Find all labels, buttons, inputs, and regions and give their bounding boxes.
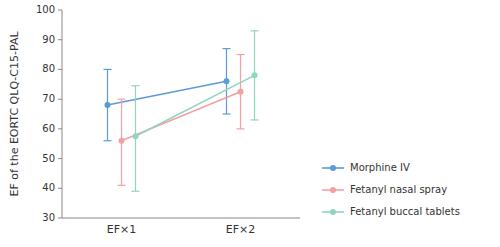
series-line (136, 75, 255, 136)
data-point (133, 133, 139, 139)
chart-container: 30 40 50 60 70 80 90 100 EF×1 EF×2 EF of the EORTC… (0, 0, 500, 247)
y-axis-label: EF of the EORTC QLQ-C15-PAL (8, 31, 21, 197)
series (118, 55, 245, 186)
legend-swatch-marker (330, 187, 336, 193)
y-tick (58, 99, 62, 100)
x-tick-label: EF×1 (107, 223, 137, 236)
plot-marks (104, 31, 259, 191)
data-point (119, 138, 125, 144)
data-point (252, 72, 258, 78)
series (104, 49, 231, 141)
error-bar-cap (237, 54, 245, 55)
y-tick (58, 158, 62, 159)
y-tick-label: 90 (42, 34, 55, 45)
error-bar-cap (104, 69, 112, 70)
series-line (108, 81, 227, 105)
legend-item: Morphine IV (322, 162, 410, 173)
error-bar-cap (132, 191, 140, 192)
data-point (105, 102, 111, 108)
error-bar (118, 99, 126, 185)
legend-label: Morphine IV (350, 162, 410, 173)
error-bar (251, 31, 259, 120)
legend-swatch-marker (330, 165, 336, 171)
y-tick-label: 60 (42, 123, 55, 134)
legend-item: Fetanyl buccal tablets (322, 206, 460, 217)
axes: 30 40 50 60 70 80 90 100 EF×1 EF×2 (36, 4, 300, 236)
error-bar-cap (237, 128, 245, 129)
error-bar-cap (223, 113, 231, 114)
chart-svg: 30 40 50 60 70 80 90 100 EF×1 EF×2 EF of the EORTC… (0, 0, 500, 247)
error-bar-cap (118, 99, 126, 100)
y-axis-line (62, 10, 63, 218)
error-bar-cap (251, 30, 259, 31)
y-tick-label: 70 (42, 93, 55, 104)
error-bar-cap (118, 185, 126, 186)
y-tick-label: 30 (42, 212, 55, 223)
legend-item: Fetanyl nasal spray (322, 184, 447, 195)
y-tick (58, 10, 62, 11)
series-line (122, 92, 241, 141)
legend-label: Fetanyl buccal tablets (350, 206, 460, 217)
error-bar (223, 49, 231, 114)
y-tick (58, 39, 62, 40)
y-tick (58, 218, 62, 219)
data-point (224, 78, 230, 84)
error-bar-cap (223, 48, 231, 49)
data-point (238, 89, 244, 95)
error-bar (104, 69, 112, 140)
y-tick-label: 80 (42, 63, 55, 74)
y-tick (58, 188, 62, 189)
legend-label: Fetanyl nasal spray (350, 184, 447, 195)
y-tick (58, 128, 62, 129)
legend-swatch-marker (330, 209, 336, 215)
legend: Morphine IV Fetanyl nasal spray Fetanyl bu… (322, 162, 460, 217)
error-bar-cap (104, 140, 112, 141)
error-bar (237, 55, 245, 129)
y-tick-label: 40 (42, 182, 55, 193)
x-axis-line (62, 218, 300, 219)
x-tick-label: EF×2 (226, 223, 256, 236)
y-tick-label: 50 (42, 153, 55, 164)
y-tick-label: 100 (36, 4, 55, 15)
series (132, 31, 259, 191)
error-bar (132, 86, 140, 191)
y-tick (58, 69, 62, 70)
error-bar-cap (132, 85, 140, 86)
error-bar-cap (251, 119, 259, 120)
